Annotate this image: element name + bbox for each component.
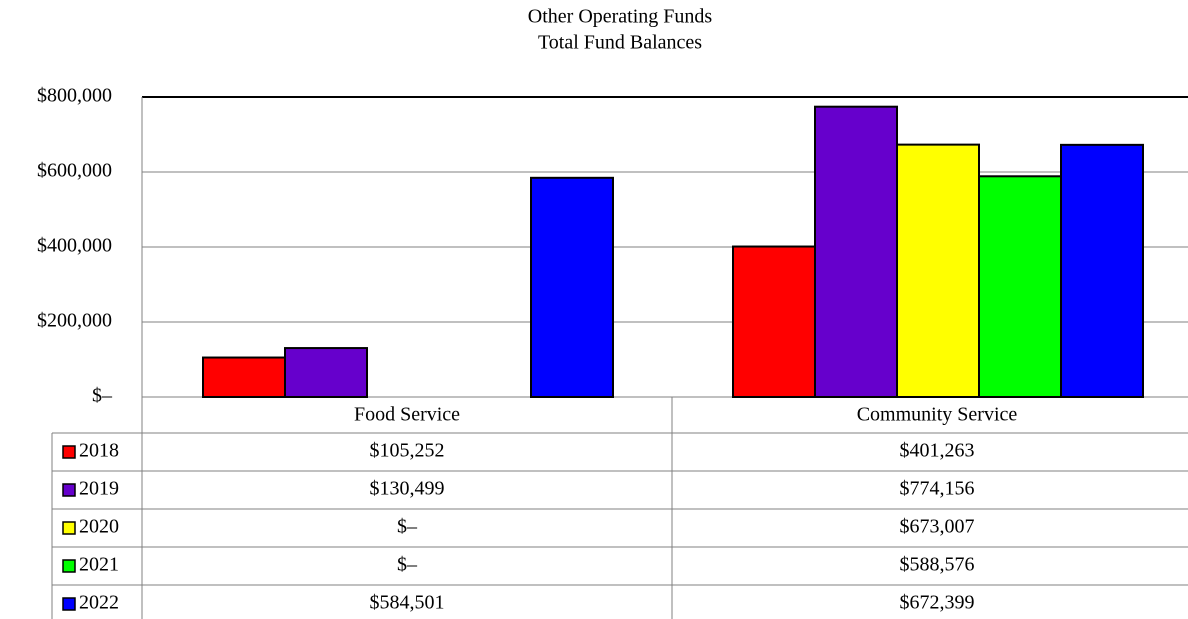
value-label: $130,499: [370, 478, 445, 500]
legend-swatch: [62, 597, 76, 611]
chart-title: Other Operating Funds: [528, 6, 713, 28]
legend-label: 2021: [79, 554, 119, 576]
bar: [732, 245, 816, 398]
bar: [202, 356, 286, 398]
legend-label: 2022: [79, 592, 119, 614]
legend-swatch: [62, 521, 76, 535]
y-tick-label: $200,000: [37, 310, 112, 332]
chart-subtitle: Total Fund Balances: [538, 32, 702, 54]
value-label: $673,007: [900, 516, 975, 538]
legend-label: 2019: [79, 478, 119, 500]
value-label: $672,399: [900, 592, 975, 614]
y-tick-label: $600,000: [37, 160, 112, 182]
value-label: $584,501: [370, 592, 445, 614]
legend-swatch: [62, 483, 76, 497]
bar: [814, 105, 898, 398]
legend-swatch: [62, 559, 76, 573]
value-label: $105,252: [370, 440, 445, 462]
bar: [1060, 143, 1144, 398]
bar: [284, 347, 368, 398]
value-label: $–: [397, 554, 418, 576]
legend-label: 2020: [79, 516, 119, 538]
x-tick-label: Community Service: [857, 404, 1018, 426]
y-tick-label: $–: [92, 385, 113, 407]
y-tick-label: $400,000: [37, 235, 112, 257]
x-tick-label: Food Service: [354, 404, 460, 426]
bar: [896, 143, 980, 398]
legend-label: 2018: [79, 440, 119, 462]
value-label: $774,156: [900, 478, 975, 500]
value-label: $–: [397, 516, 418, 538]
bar: [530, 176, 614, 398]
y-tick-label: $800,000: [37, 85, 112, 107]
bar: [978, 175, 1062, 398]
value-label: $588,576: [900, 554, 975, 576]
value-label: $401,263: [900, 440, 975, 462]
legend-swatch: [62, 445, 76, 459]
